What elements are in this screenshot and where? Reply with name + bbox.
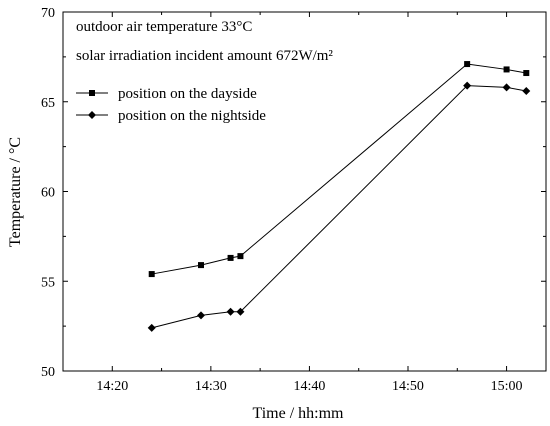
legend-label-dayside: position on the dayside — [118, 86, 257, 102]
x-tick-label: 14:30 — [195, 379, 227, 394]
legend-marker-nightside — [88, 111, 96, 119]
data-point-position-on-the-nightside — [502, 83, 511, 92]
axes: 14:20 14:30 14:40 14:50 15:00 50 55 60 65 70 — [41, 6, 547, 394]
legend: position on the dayside position on the … — [76, 86, 266, 124]
data-point-position-on-the-dayside — [148, 271, 155, 278]
plot-frame — [62, 11, 547, 372]
data-point-position-on-the-dayside — [227, 254, 234, 261]
annotations: outdoor air temperature 33°C solar irrad… — [76, 19, 333, 64]
legend-label-nightside: position on the nightside — [118, 108, 266, 124]
data-point-position-on-the-nightside — [236, 307, 245, 316]
annotation-solar-irradiation: solar irradiation incident amount 672W/m… — [76, 48, 333, 64]
data-point-position-on-the-nightside — [226, 307, 235, 316]
y-tick-label: 70 — [41, 6, 55, 21]
data-point-position-on-the-nightside — [522, 86, 531, 95]
data-point-position-on-the-dayside — [198, 262, 204, 269]
x-tick-label: 15:00 — [491, 379, 523, 394]
x-tick-label: 14:50 — [392, 379, 424, 394]
data-point-position-on-the-dayside — [237, 253, 244, 260]
data-point-position-on-the-dayside — [464, 61, 471, 68]
legend-marker-dayside — [89, 90, 95, 96]
y-tick-label: 50 — [41, 365, 55, 380]
data-point-position-on-the-nightside — [147, 323, 156, 332]
x-tick-label: 14:20 — [96, 379, 128, 394]
x-tick-label: 14:40 — [293, 379, 325, 394]
y-tick-label: 60 — [41, 186, 55, 201]
y-tick-label: 55 — [41, 275, 55, 290]
series-layer — [147, 61, 531, 332]
data-point-position-on-the-dayside — [503, 66, 510, 73]
y-axis-label: Temperature / °C — [7, 137, 24, 247]
x-axis-label: Time / hh:mm — [253, 405, 345, 422]
annotation-air-temperature: outdoor air temperature 33°C — [76, 19, 252, 35]
data-point-position-on-the-nightside — [463, 81, 472, 90]
data-point-position-on-the-dayside — [523, 70, 530, 77]
y-tick-label: 65 — [41, 96, 55, 111]
data-point-position-on-the-nightside — [197, 311, 205, 320]
